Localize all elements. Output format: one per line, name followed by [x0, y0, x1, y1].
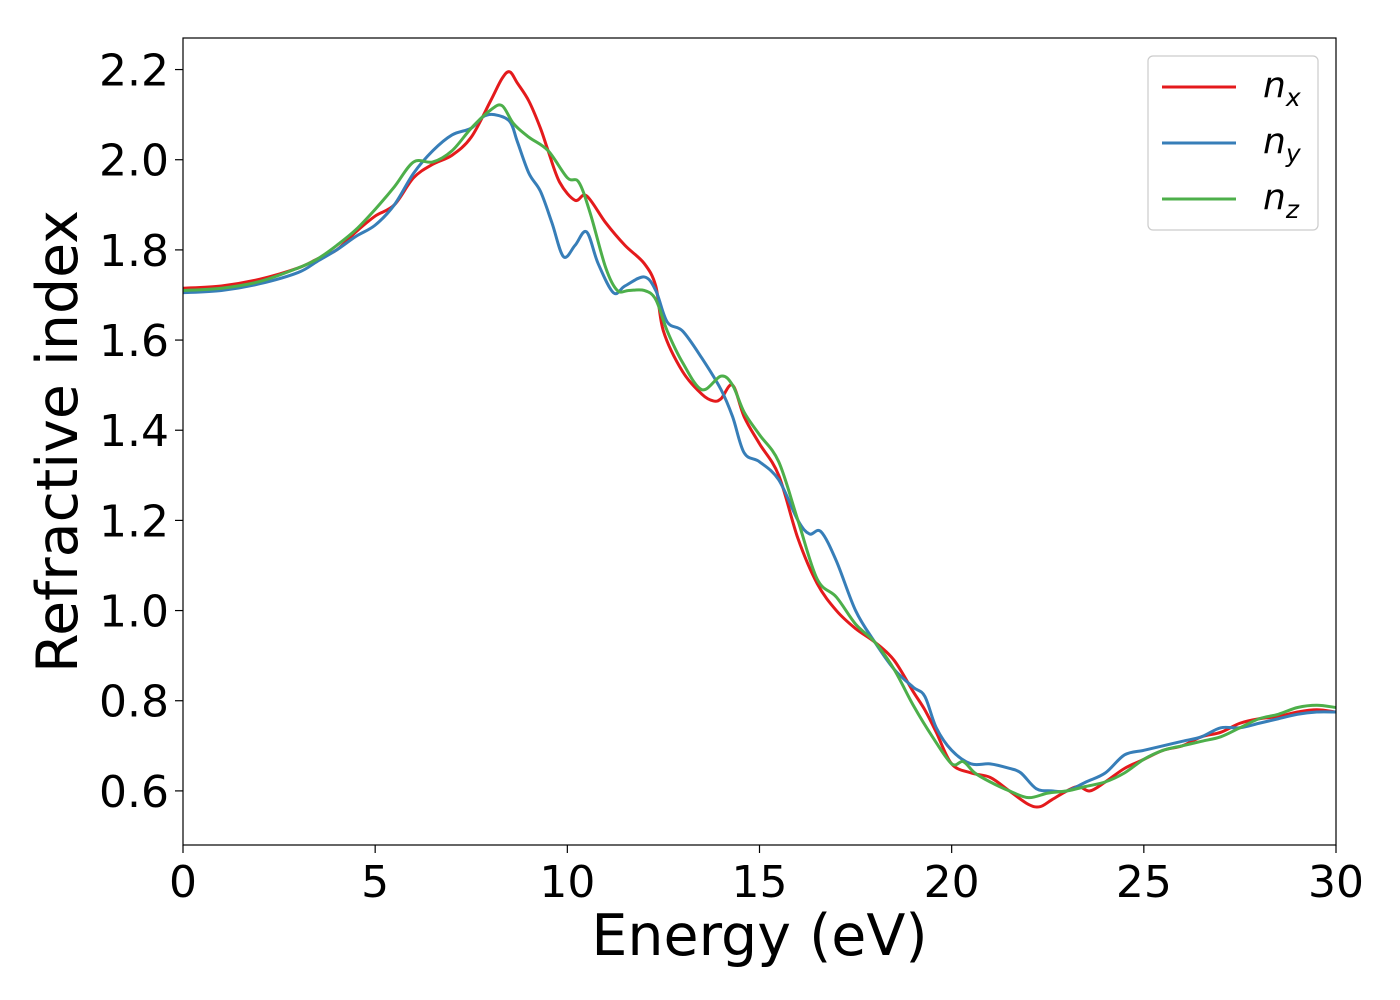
y-tick-label: 1.8 — [99, 226, 169, 277]
y-tick-label: 1.4 — [99, 406, 169, 457]
y-axis-ticks: 0.6 0.8 1.0 1.2 1.4 1.6 1.8 2.0 2.2 — [99, 46, 183, 818]
x-axis-title: Energy (eV) — [591, 903, 927, 969]
legend-item-y: ny — [1162, 121, 1302, 168]
plot-frame — [182, 37, 1337, 846]
legend: nx ny nz — [1147, 55, 1319, 231]
x-axis-ticks: 0 5 10 15 20 25 30 — [169, 845, 1364, 908]
y-tick-label: 1.6 — [99, 316, 169, 367]
legend-label: nz — [1263, 177, 1300, 224]
x-tick-label: 25 — [1116, 857, 1172, 908]
y-axis-title: Refractive index — [25, 210, 91, 673]
series-line-y — [183, 112, 1336, 794]
series-layer — [183, 70, 1336, 809]
series-line-x — [183, 70, 1336, 809]
legend-label: ny — [1263, 121, 1302, 168]
x-tick-label: 0 — [169, 857, 197, 908]
y-tick-label: 0.6 — [99, 767, 169, 818]
y-tick-label: 1.2 — [99, 496, 169, 547]
x-tick-label: 30 — [1308, 857, 1364, 908]
x-tick-label: 20 — [924, 857, 980, 908]
legend-label: nx — [1263, 65, 1301, 112]
y-tick-label: 1.0 — [99, 587, 169, 638]
y-tick-label: 2.2 — [99, 46, 169, 97]
legend-item-z: nz — [1162, 177, 1300, 224]
y-tick-label: 0.8 — [99, 677, 169, 728]
y-tick-label: 2.0 — [99, 136, 169, 187]
x-tick-label: 10 — [539, 857, 595, 908]
x-tick-label: 5 — [361, 857, 389, 908]
legend-item-x: nx — [1162, 65, 1301, 112]
x-tick-label: 15 — [732, 857, 788, 908]
series-line-z — [183, 103, 1336, 800]
